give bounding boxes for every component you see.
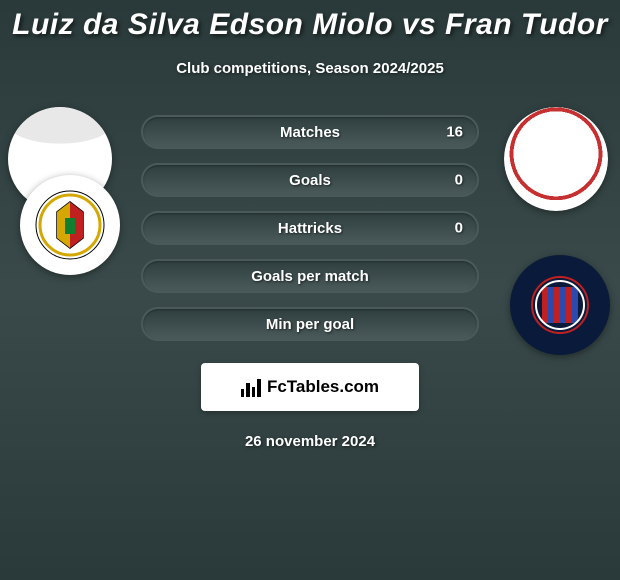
stat-label: Hattricks (278, 220, 342, 237)
crest-left-icon (35, 190, 105, 260)
logo-text: FcTables.com (267, 377, 379, 397)
club-badge-left (20, 175, 120, 275)
crest-right-icon (520, 265, 600, 345)
stat-row-hattricks: Hattricks 0 (141, 211, 479, 245)
stat-bar: Min per goal (141, 307, 479, 341)
date-line: 26 november 2024 (0, 433, 620, 450)
stat-value-right: 16 (446, 124, 463, 141)
stat-bar: Matches 16 (141, 115, 479, 149)
stat-label: Min per goal (266, 316, 354, 333)
stat-row-goals-per-match: Goals per match (141, 259, 479, 293)
stat-row-goals: Goals 0 (141, 163, 479, 197)
stat-label: Matches (280, 124, 340, 141)
stat-value-right: 0 (455, 220, 463, 237)
stat-bar: Goals per match (141, 259, 479, 293)
stats-container: Matches 16 Goals 0 Hattricks 0 Goals per… (0, 115, 620, 341)
stat-label: Goals per match (251, 268, 369, 285)
fctables-logo[interactable]: FcTables.com (201, 363, 419, 411)
bar-chart-icon (241, 377, 261, 397)
stat-value-right: 0 (455, 172, 463, 189)
stat-row-min-per-goal: Min per goal (141, 307, 479, 341)
stat-bar: Hattricks 0 (141, 211, 479, 245)
player-right-photo (504, 107, 608, 211)
stat-row-matches: Matches 16 (141, 115, 479, 149)
stat-label: Goals (289, 172, 331, 189)
stat-bar: Goals 0 (141, 163, 479, 197)
subtitle: Club competitions, Season 2024/2025 (0, 60, 620, 77)
page-title: Luiz da Silva Edson Miolo vs Fran Tudor (0, 0, 620, 42)
club-badge-right (510, 255, 610, 355)
